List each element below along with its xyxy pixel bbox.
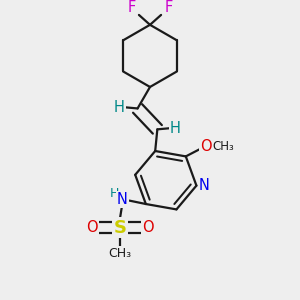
Text: N: N — [117, 192, 128, 207]
Text: CH₃: CH₃ — [108, 247, 131, 260]
Text: CH₃: CH₃ — [213, 140, 235, 153]
Text: O: O — [142, 220, 154, 235]
Text: F: F — [164, 0, 173, 15]
Text: H: H — [114, 100, 125, 115]
Text: H: H — [170, 121, 181, 136]
Text: S: S — [113, 219, 126, 237]
Text: H: H — [110, 187, 119, 200]
Text: N: N — [199, 178, 210, 193]
Text: O: O — [86, 220, 98, 235]
Text: O: O — [200, 139, 212, 154]
Text: F: F — [127, 0, 136, 15]
